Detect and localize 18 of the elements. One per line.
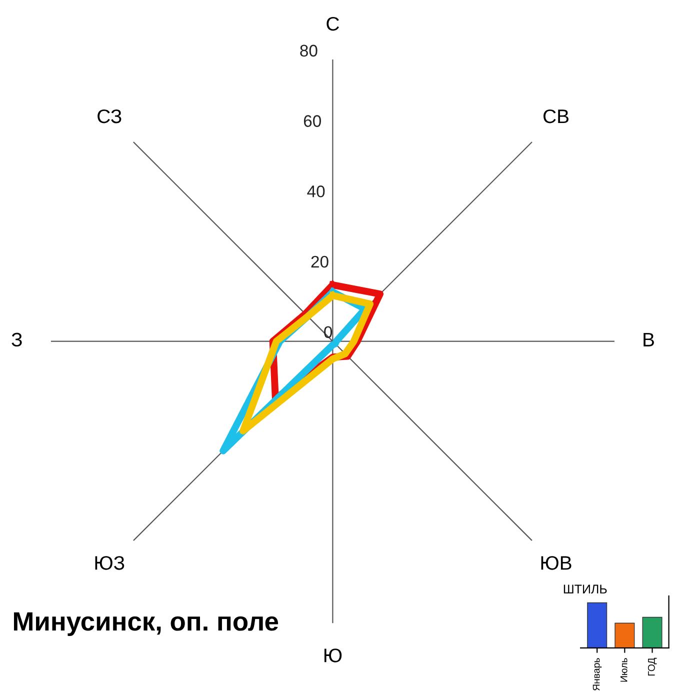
spoke-label: С bbox=[326, 16, 339, 31]
spoke-label: Ю bbox=[324, 648, 342, 662]
x-tick-label: Январь bbox=[592, 658, 602, 691]
spoke-label: ЮВ bbox=[541, 556, 572, 570]
text: Минусинск, оп. поле bbox=[14, 612, 278, 636]
spoke-label: СЗ bbox=[98, 109, 122, 124]
spoke-label: З bbox=[12, 332, 22, 347]
chart-title: ШТИЛЬ bbox=[564, 584, 607, 594]
spoke-label: СВ bbox=[544, 109, 568, 124]
x-tick-label: ГОД bbox=[648, 658, 657, 676]
y-tick-label: 20 bbox=[311, 256, 328, 268]
spoke-label: В bbox=[644, 332, 654, 346]
y-tick-label: 40 bbox=[307, 186, 325, 198]
spoke-label: ЮЗ bbox=[95, 556, 124, 570]
y-tick-label: 0 bbox=[324, 326, 332, 338]
y-tick-label: 80 bbox=[300, 44, 318, 57]
y-tick-label: 60 bbox=[304, 115, 321, 127]
x-tick-label: Июль bbox=[620, 658, 628, 682]
